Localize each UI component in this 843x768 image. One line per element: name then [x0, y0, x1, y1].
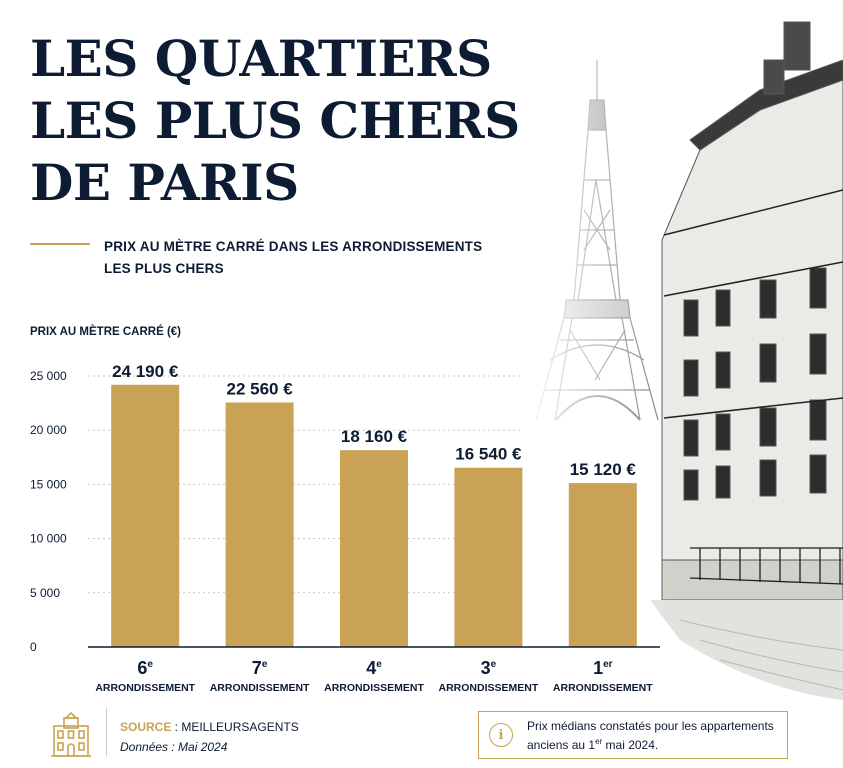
cobblestone-street-icon [650, 600, 843, 700]
info-note-text: Prix médians constatés pour les appartem… [527, 718, 774, 753]
info-note-part: anciens au 1 [527, 737, 596, 752]
x-tick-superscript: e [147, 659, 153, 670]
subtitle-line: LES PLUS CHERS [104, 261, 224, 276]
bar [568, 483, 637, 647]
x-tick-superscript: e [376, 659, 382, 670]
value-label: 16 540 € [455, 445, 522, 464]
x-tick-label: 1er [593, 658, 613, 678]
value-label: 22 560 € [227, 379, 294, 398]
x-tick-superscript: e [491, 659, 497, 670]
y-tick-label: 0 [30, 640, 37, 654]
x-tick-superscript: er [603, 659, 613, 670]
x-tick-number: 6 [137, 658, 147, 678]
source-line: SOURCE : MEILLEURSAGENTS [120, 720, 299, 734]
info-note-line: anciens au 1er mai 2024. [527, 734, 774, 753]
subtitle: PRIX AU MÈTRE CARRÉ DANS LES ARRONDISSEM… [104, 236, 524, 280]
bars [111, 384, 637, 647]
value-label: 15 120 € [570, 460, 637, 479]
x-tick-number: 1 [593, 658, 603, 678]
value-labels: 24 190 € 22 560 € 18 160 € 16 540 € 15 120 € [112, 362, 636, 479]
x-tick-number: 7 [252, 658, 262, 678]
x-tick-label: 6e [137, 658, 153, 678]
title-line: LES PLUS CHERS [30, 91, 520, 150]
x-tick-sublabel: ARRONDISSEMENT [439, 682, 539, 694]
x-tick-label: 7e [252, 658, 268, 678]
value-label: 18 160 € [341, 427, 408, 446]
value-label: 24 190 € [112, 362, 179, 381]
y-axis-label: PRIX AU MÈTRE CARRÉ (€) [30, 325, 181, 338]
source-value: : MEILLEURSAGENTS [171, 720, 299, 734]
bar [225, 402, 294, 647]
x-tick-sublabel: ARRONDISSEMENT [324, 682, 424, 694]
x-tick-sublabel: ARRONDISSEMENT [553, 682, 653, 694]
y-axis-ticks: 0 5 000 10 000 15 000 20 000 25 000 [30, 369, 67, 654]
footer-divider [106, 708, 107, 756]
building-icon [51, 711, 91, 757]
x-tick-superscript: e [262, 659, 268, 670]
x-tick-number: 4 [366, 658, 376, 678]
haussmann-building-icon [661, 21, 843, 601]
x-tick-sublabel: ARRONDISSEMENT [95, 682, 195, 694]
subtitle-line: PRIX AU MÈTRE CARRÉ DANS LES ARRONDISSEM… [104, 239, 483, 254]
x-axis-labels: 6eARRONDISSEMENT7eARRONDISSEMENT4eARROND… [95, 658, 653, 694]
y-tick-label: 20 000 [30, 423, 67, 437]
source-label: SOURCE [120, 720, 172, 734]
info-note-sup: er [595, 736, 603, 746]
info-note-part: mai 2024. [602, 737, 659, 752]
bar [454, 467, 523, 647]
info-note-box: i Prix médians constatés pour les appart… [478, 711, 788, 759]
x-tick-label: 4e [366, 658, 382, 678]
info-icon: i [489, 723, 513, 747]
y-tick-label: 10 000 [30, 532, 67, 546]
x-tick-number: 3 [481, 658, 491, 678]
x-tick-sublabel: ARRONDISSEMENT [210, 682, 310, 694]
bar [111, 384, 180, 647]
x-tick-label: 3e [481, 658, 497, 678]
page-title: LES QUARTIERS LES PLUS CHERS DE PARIS [30, 28, 520, 214]
info-note-line: Prix médians constatés pour les appartem… [527, 718, 774, 733]
title-line: DE PARIS [30, 153, 299, 212]
title-line: LES QUARTIERS [30, 29, 492, 88]
y-tick-label: 5 000 [30, 586, 60, 600]
y-tick-label: 15 000 [30, 477, 67, 491]
subtitle-rule [30, 243, 90, 245]
bar [340, 450, 408, 647]
y-tick-label: 25 000 [30, 369, 67, 383]
data-date: Données : Mai 2024 [120, 740, 228, 754]
